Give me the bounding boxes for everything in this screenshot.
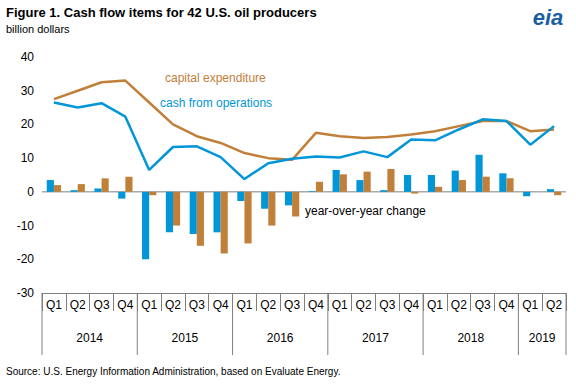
svg-text:Q1: Q1 (522, 298, 538, 312)
svg-text:Q2: Q2 (260, 298, 276, 312)
svg-text:Q1: Q1 (236, 298, 252, 312)
svg-text:2016: 2016 (267, 331, 294, 345)
svg-text:-20: -20 (17, 252, 35, 266)
svg-text:Q4: Q4 (117, 298, 133, 312)
svg-text:2014: 2014 (76, 331, 103, 345)
svg-text:-30: -30 (17, 286, 35, 300)
svg-text:year-over-year change: year-over-year change (305, 204, 426, 218)
svg-text:eia: eia (533, 5, 564, 30)
svg-text:Q2: Q2 (546, 298, 562, 312)
svg-text:Q4: Q4 (498, 298, 514, 312)
svg-text:Q1: Q1 (141, 298, 157, 312)
svg-text:0: 0 (27, 185, 34, 199)
svg-text:capital expenditure: capital expenditure (165, 71, 266, 85)
svg-text:Q1: Q1 (332, 298, 348, 312)
svg-text:Q2: Q2 (70, 298, 86, 312)
svg-text:Q3: Q3 (284, 298, 300, 312)
svg-text:Source: U.S. Energy Informatio: Source: U.S. Energy Information Administ… (6, 366, 340, 377)
svg-text:40: 40 (21, 50, 35, 64)
svg-text:30: 30 (21, 84, 35, 98)
svg-text:-10: -10 (17, 219, 35, 233)
svg-text:2015: 2015 (172, 331, 199, 345)
svg-text:Q1: Q1 (46, 298, 62, 312)
svg-text:Q1: Q1 (427, 298, 443, 312)
svg-text:Q4: Q4 (308, 298, 324, 312)
svg-text:cash from operations: cash from operations (160, 96, 272, 110)
svg-text:2018: 2018 (457, 331, 484, 345)
svg-text:2019: 2019 (529, 331, 556, 345)
svg-text:Q2: Q2 (451, 298, 467, 312)
svg-text:Q3: Q3 (94, 298, 110, 312)
svg-text:Q3: Q3 (475, 298, 491, 312)
svg-text:Q4: Q4 (213, 298, 229, 312)
svg-text:10: 10 (21, 151, 35, 165)
svg-text:Q4: Q4 (403, 298, 419, 312)
svg-text:Q2: Q2 (356, 298, 372, 312)
svg-text:Q3: Q3 (379, 298, 395, 312)
svg-text:2017: 2017 (362, 331, 389, 345)
svg-text:Figure 1. Cash flow items for: Figure 1. Cash flow items for 42 U.S. oi… (6, 5, 317, 20)
svg-text:20: 20 (21, 117, 35, 131)
svg-text:billion dollars: billion dollars (6, 23, 70, 35)
svg-text:Q2: Q2 (165, 298, 181, 312)
svg-text:Q3: Q3 (189, 298, 205, 312)
